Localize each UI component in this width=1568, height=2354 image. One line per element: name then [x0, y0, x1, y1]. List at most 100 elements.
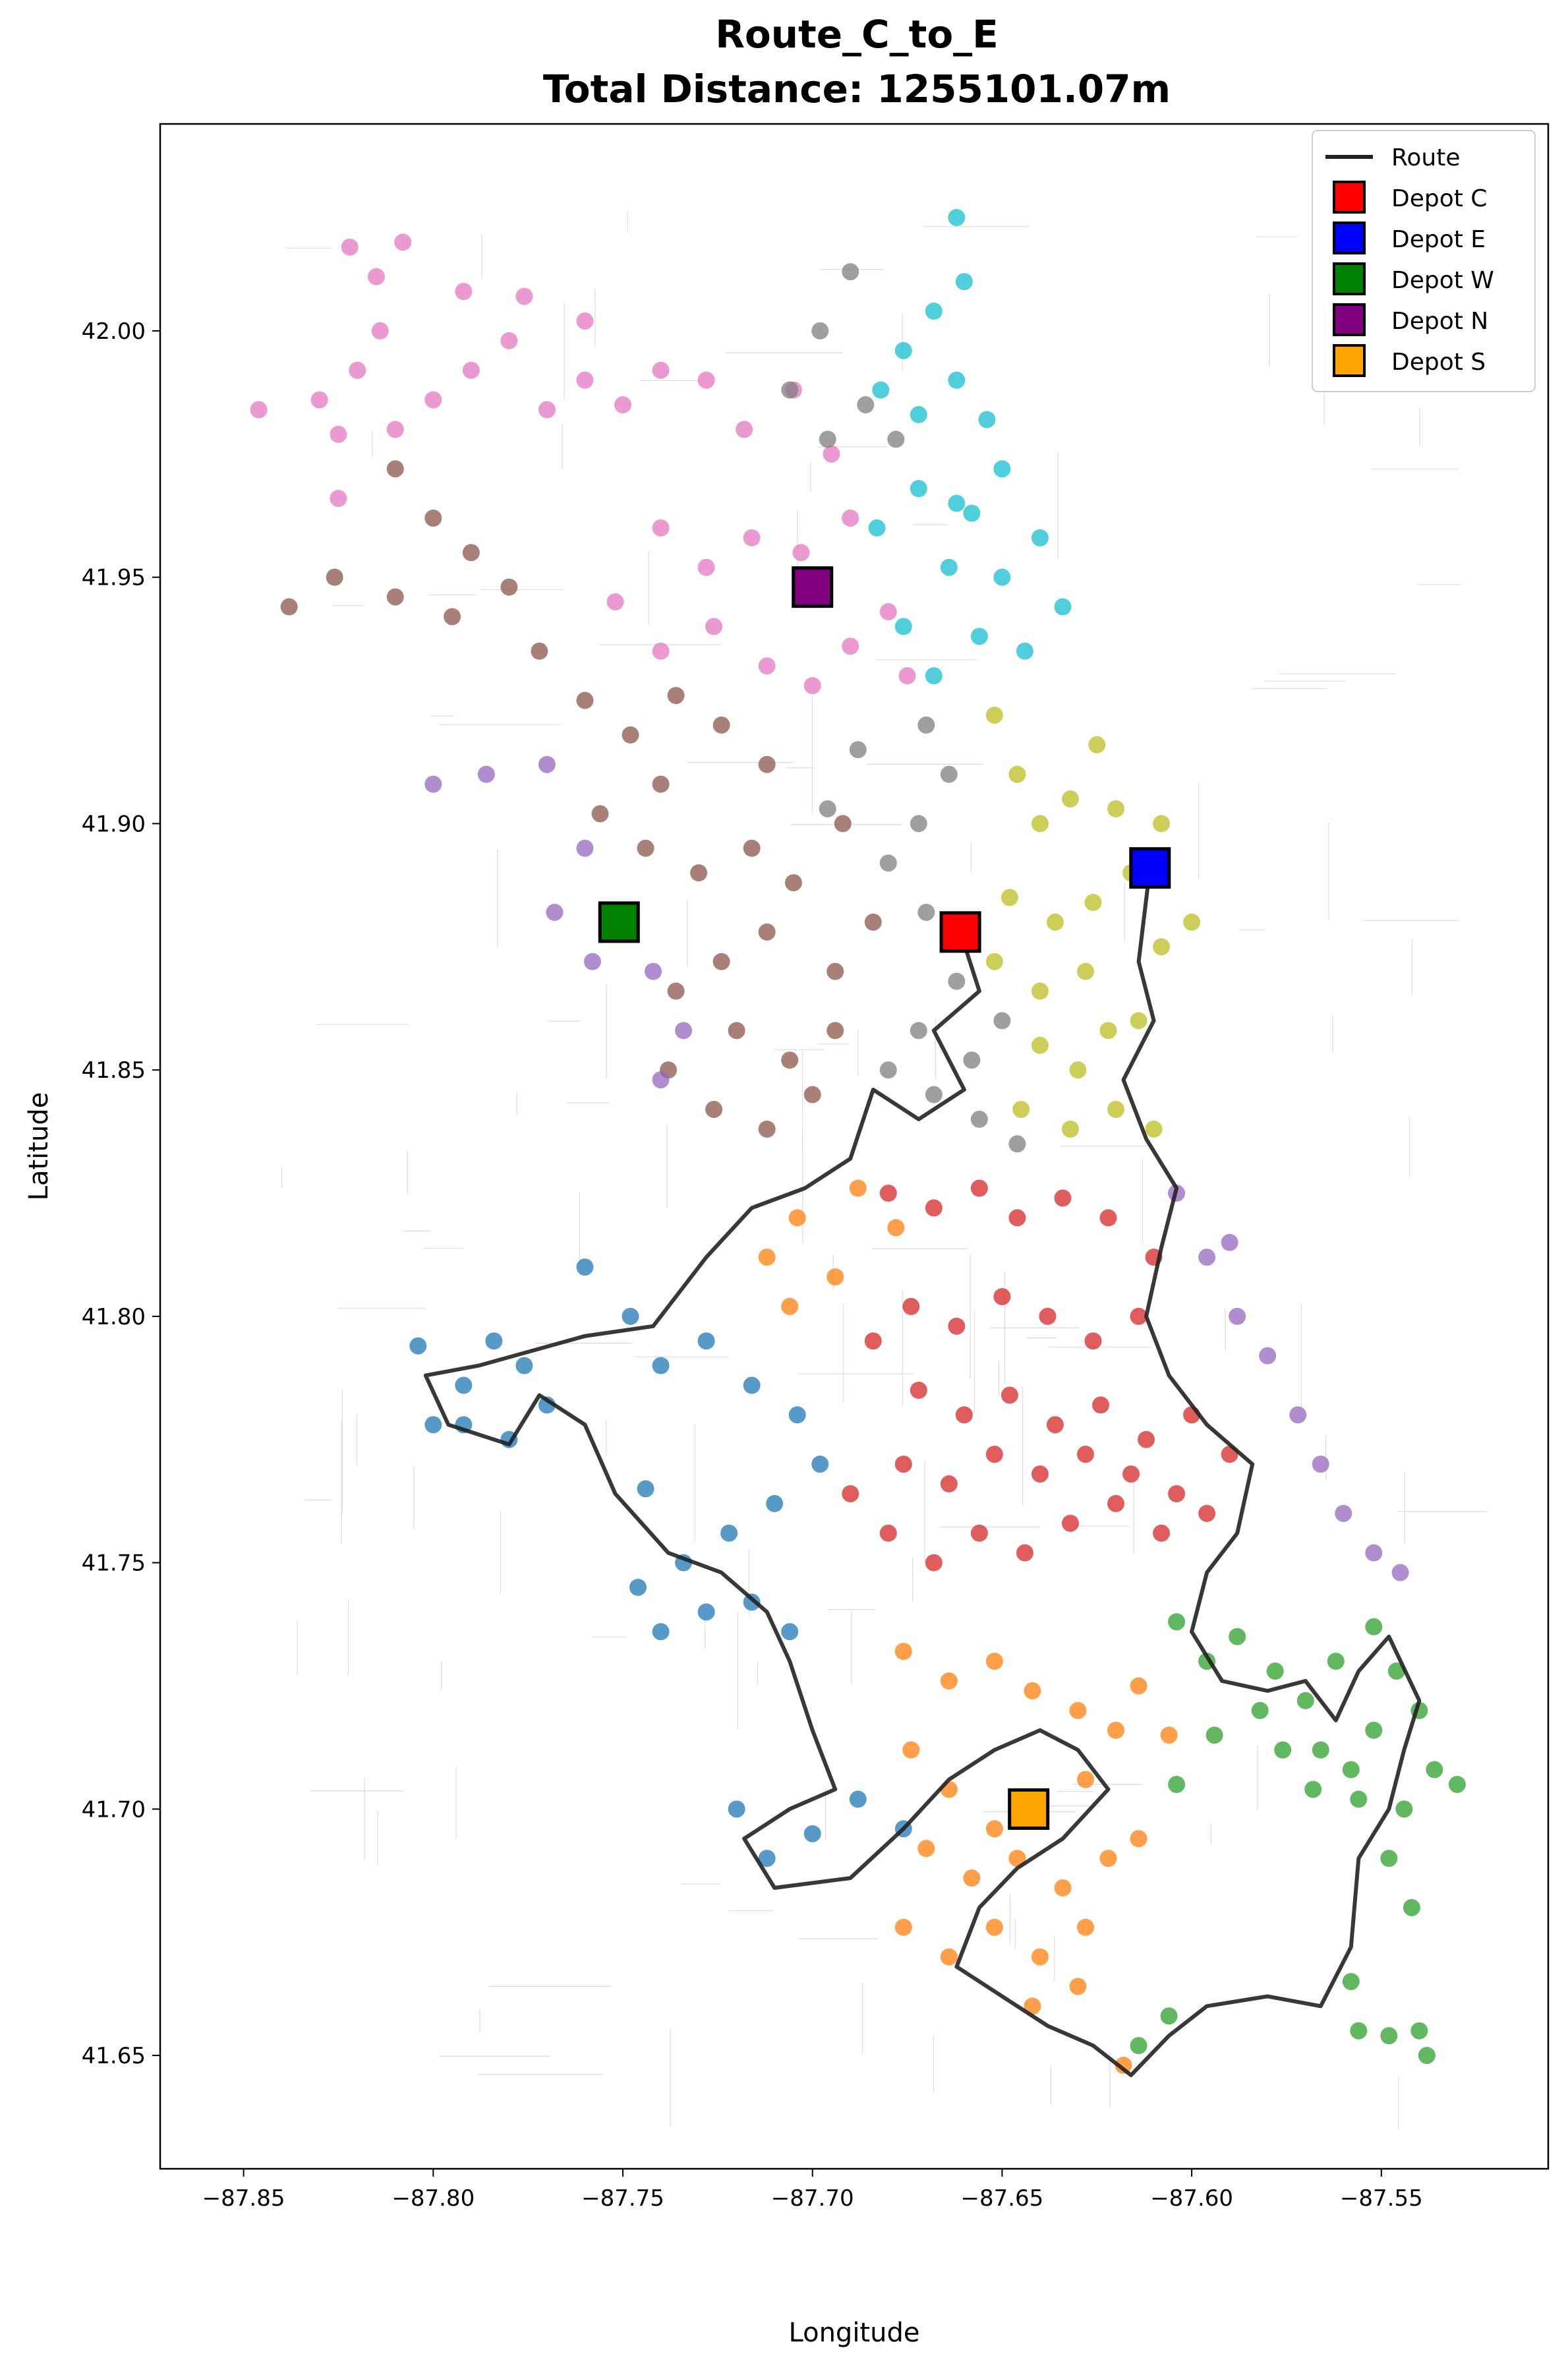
stop-point — [1107, 1100, 1125, 1118]
stop-point — [894, 1456, 912, 1473]
stop-point — [349, 361, 366, 379]
stop-point — [910, 1022, 927, 1040]
stop-point — [697, 371, 715, 389]
stop-point — [1024, 1997, 1041, 2015]
stop-point — [1054, 598, 1072, 616]
stop-point — [781, 1051, 799, 1069]
stop-point — [803, 677, 821, 695]
stop-point — [1016, 1544, 1033, 1562]
stop-point — [280, 598, 298, 616]
stop-point — [1229, 1628, 1246, 1645]
stop-point — [728, 1800, 745, 1818]
stop-point — [872, 381, 890, 399]
stop-point — [834, 815, 852, 833]
legend-swatch-depot — [1333, 344, 1366, 377]
x-axis-label: Longitude — [789, 2318, 920, 2348]
stop-point — [849, 1790, 867, 1808]
stop-point — [1160, 1726, 1178, 1744]
stop-point — [728, 1022, 745, 1040]
stop-point — [970, 1524, 988, 1542]
legend-swatch-depot — [1333, 303, 1366, 336]
stop-point — [330, 425, 347, 443]
stop-point — [652, 1623, 670, 1641]
stop-point — [743, 1376, 761, 1394]
stop-point — [1312, 1741, 1329, 1759]
stop-point — [758, 1120, 776, 1138]
stop-point — [925, 1199, 943, 1217]
stop-point — [1312, 1456, 1329, 1473]
stop-point — [462, 361, 480, 379]
stop-point — [1099, 1850, 1117, 1868]
stop-point — [1153, 1524, 1171, 1542]
depot-marker — [939, 911, 981, 953]
legend-entry-label: Depot E — [1391, 226, 1486, 253]
stop-point — [1391, 1564, 1409, 1581]
stop-point — [803, 1086, 821, 1103]
stop-point — [1350, 1790, 1368, 1808]
y-tick-label: 41.95 — [82, 565, 146, 591]
stop-point — [758, 923, 776, 941]
stop-point — [1350, 2022, 1368, 2040]
stop-point — [963, 504, 981, 522]
stop-point — [970, 1179, 988, 1197]
stop-point — [910, 815, 927, 833]
stop-point — [879, 1185, 897, 1202]
stop-point — [985, 953, 1003, 970]
stop-point — [500, 578, 518, 596]
stop-point — [940, 765, 958, 783]
stop-point — [1403, 1898, 1420, 1916]
stop-point — [917, 903, 935, 921]
stop-point — [758, 755, 776, 773]
stop-point — [902, 1297, 920, 1315]
stop-point — [1016, 642, 1033, 660]
stop-point — [811, 1456, 829, 1473]
stop-point — [849, 741, 867, 759]
stop-point — [690, 864, 708, 882]
route-path — [423, 868, 1422, 2077]
legend-entry-label: Route — [1391, 144, 1461, 171]
stop-point — [1008, 765, 1026, 783]
stop-point — [622, 726, 639, 744]
depot-markers — [598, 566, 1171, 1830]
stop-point — [1012, 1100, 1030, 1118]
stop-point — [827, 962, 844, 980]
stop-point — [1342, 1761, 1360, 1779]
stop-point — [424, 509, 442, 527]
stop-point — [652, 361, 670, 379]
stop-point — [887, 1219, 905, 1237]
stop-point — [705, 618, 723, 635]
stop-point — [1046, 913, 1064, 931]
stop-point — [784, 874, 802, 892]
stop-point — [910, 406, 927, 424]
stop-point — [1380, 1850, 1398, 1868]
stop-point — [864, 1332, 882, 1350]
x-tick-label: −87.65 — [960, 2185, 1043, 2212]
stop-point — [917, 716, 935, 734]
stop-point — [1077, 1771, 1094, 1788]
stop-point — [515, 1357, 533, 1374]
stop-point — [864, 913, 882, 931]
stop-point — [1153, 938, 1171, 956]
stop-point — [538, 401, 556, 419]
stop-point — [1054, 1189, 1072, 1207]
stop-point — [842, 1485, 859, 1502]
stop-point — [1061, 790, 1079, 808]
stop-point — [1001, 889, 1018, 906]
stop-point — [1387, 1663, 1405, 1680]
stop-point — [1365, 1544, 1383, 1562]
y-tick-label: 41.80 — [82, 1304, 146, 1330]
stop-point — [1001, 1386, 1018, 1404]
stop-point — [803, 1825, 821, 1842]
stop-point — [614, 396, 631, 414]
stop-point — [1342, 1972, 1360, 1990]
y-axis-ticks: 41.65 41.70 41.75 41.80 41.85 41.90 41.95 42.00 — [82, 318, 160, 2069]
stop-point — [827, 1268, 844, 1286]
stop-point — [792, 544, 810, 562]
stop-point — [531, 642, 548, 660]
stop-point — [1069, 1061, 1087, 1079]
stop-point — [341, 238, 359, 256]
stop-point — [645, 962, 662, 980]
stop-point — [963, 1051, 981, 1069]
stop-point — [667, 982, 685, 1000]
stop-point — [576, 839, 594, 857]
